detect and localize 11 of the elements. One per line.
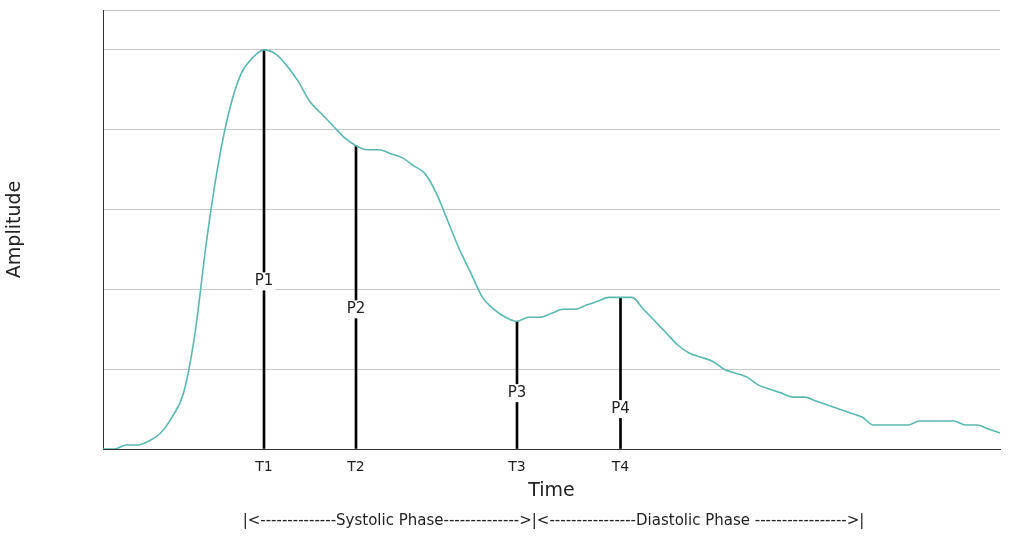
annotation: P2 (346, 299, 366, 318)
x-tick-label: T1 (254, 458, 273, 475)
x-tick-label: T3 (507, 458, 526, 475)
annotation: P4 (611, 398, 630, 417)
annotation: P1 (254, 271, 274, 290)
x-tick-label: T2 (346, 458, 365, 475)
x-axis-title: Time (527, 477, 575, 500)
text: |<--------------Systolic Phase-------------->|<----------------Diastolic Phase ----------------->| (242, 510, 865, 529)
x-tick-label: T4 (610, 458, 630, 475)
annotation: P3 (507, 383, 527, 402)
y-axis-title: Amplitude (2, 180, 25, 279)
